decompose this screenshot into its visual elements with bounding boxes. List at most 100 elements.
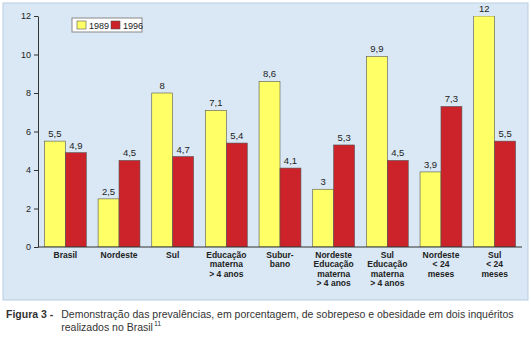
data-labels: 5,5 2,5 8 7,1 8,6 3 9,9 3,9 12 4,9 4,5 4,7 5,4 4,1 5,3… bbox=[48, 3, 511, 197]
y-tick: 6 bbox=[26, 127, 38, 137]
bar bbox=[441, 106, 462, 247]
y-axis-line bbox=[38, 17, 39, 248]
x-tick-label-line: > 4 anos bbox=[370, 278, 405, 288]
y-tick: 8 bbox=[26, 88, 38, 98]
y-tick: 4 bbox=[26, 165, 38, 175]
data-label: 4,7 bbox=[177, 144, 190, 155]
y-tick-label: 4 bbox=[26, 165, 31, 175]
x-tick: Sul bbox=[166, 247, 179, 260]
x-tick-label-line: meses bbox=[481, 269, 508, 279]
legend-label: 1989 bbox=[89, 21, 109, 31]
x-tick: Sul< 24meses bbox=[481, 247, 508, 279]
y-tick: 10 bbox=[21, 50, 38, 60]
y-tick-mark bbox=[34, 170, 38, 171]
x-tick-label-line: bano bbox=[270, 259, 290, 269]
x-tick-label-line: > 4 anos bbox=[317, 278, 352, 288]
chart-root: 5,5 2,5 8 7,1 8,6 3 9,9 3,9 12 4,9 4,5 4,7 5,4 4,1 5,3… bbox=[0, 0, 531, 346]
x-tick-label: Educaçãomaterna> 4 anos bbox=[206, 250, 246, 279]
data-label: 2,5 bbox=[102, 186, 115, 197]
y-tick: 12 bbox=[21, 11, 38, 21]
data-label: 5,4 bbox=[230, 130, 243, 141]
bar bbox=[98, 199, 119, 247]
bar bbox=[152, 93, 173, 247]
x-tick-label-line: Nordeste bbox=[101, 250, 138, 260]
x-tick-label-line: Brasil bbox=[54, 250, 78, 260]
caption-text: Demonstração das prevalências, em porcen… bbox=[61, 308, 516, 333]
bar bbox=[44, 141, 65, 247]
legend-swatch bbox=[111, 21, 120, 29]
caption-title: Figura 3 - bbox=[6, 308, 54, 320]
data-label: 4,5 bbox=[123, 147, 136, 158]
data-label: 3 bbox=[321, 176, 326, 187]
y-tick-label: 2 bbox=[26, 204, 31, 214]
y-tick-label: 8 bbox=[26, 88, 31, 98]
caption-line: Demonstração das prevalências, em porcen… bbox=[61, 308, 516, 320]
y-tick-label: 0 bbox=[26, 242, 31, 252]
x-tick-label-line: Sul bbox=[166, 250, 179, 260]
data-label: 8,6 bbox=[263, 68, 276, 79]
bar bbox=[387, 160, 408, 247]
x-tick: NordesteEducaçãomaterna> 4 anos bbox=[314, 247, 354, 288]
y-tick-label: 6 bbox=[26, 127, 31, 137]
bars bbox=[44, 16, 515, 247]
bar bbox=[65, 153, 86, 247]
data-label: 12 bbox=[479, 3, 490, 14]
x-tick: Brasil bbox=[54, 247, 78, 260]
x-tick: Educaçãomaterna> 4 anos bbox=[206, 247, 246, 279]
bar bbox=[334, 145, 355, 247]
x-axis: BrasilNordesteSulEducaçãomaterna> 4 anos… bbox=[38, 247, 522, 288]
chart-background bbox=[3, 3, 528, 300]
bar bbox=[495, 141, 516, 247]
x-tick-label-line: meses bbox=[428, 269, 455, 279]
data-label: 4,1 bbox=[284, 155, 297, 166]
y-tick-mark bbox=[34, 93, 38, 94]
x-tick-label: Subur-bano bbox=[266, 250, 294, 269]
data-label: 7,3 bbox=[445, 93, 458, 104]
y-tick-label: 12 bbox=[21, 11, 31, 21]
data-label: 5,3 bbox=[338, 132, 351, 143]
data-label: 5,5 bbox=[48, 128, 61, 139]
bar bbox=[173, 157, 194, 247]
legend: 1989 1996 bbox=[72, 18, 143, 32]
bar bbox=[226, 143, 247, 247]
x-tick-label: NordesteEducaçãomaterna> 4 anos bbox=[314, 250, 354, 288]
bar bbox=[280, 168, 301, 247]
legend-swatch bbox=[77, 21, 86, 29]
bar bbox=[366, 56, 387, 247]
y-tick-mark bbox=[34, 247, 38, 248]
bar bbox=[420, 172, 441, 247]
x-tick-label: Sul bbox=[166, 250, 179, 260]
x-tick-label: Brasil bbox=[54, 250, 78, 260]
data-label: 3,9 bbox=[424, 159, 437, 170]
x-tick-label: Nordeste< 24meses bbox=[423, 250, 460, 279]
y-tick: 2 bbox=[26, 204, 38, 214]
data-label: 5,5 bbox=[498, 128, 511, 139]
y-tick: 0 bbox=[26, 242, 38, 252]
data-label: 9,9 bbox=[370, 43, 383, 54]
bar bbox=[119, 160, 140, 247]
legend-label: 1996 bbox=[123, 21, 143, 31]
data-label: 8 bbox=[160, 80, 165, 91]
caption-footnote-ref: 11 bbox=[154, 320, 161, 327]
x-axis-line bbox=[38, 247, 522, 248]
x-tick: Nordeste< 24meses bbox=[423, 247, 460, 279]
x-tick: Nordeste bbox=[101, 247, 138, 260]
bar bbox=[313, 189, 334, 247]
data-label: 4,5 bbox=[391, 147, 404, 158]
data-label: 4,9 bbox=[69, 140, 82, 151]
y-tick-mark bbox=[34, 55, 38, 56]
caption-line: realizados no Brasil bbox=[61, 321, 153, 333]
x-tick-label: SulEducaçãomaterna> 4 anos bbox=[367, 250, 407, 288]
x-tick: SulEducaçãomaterna> 4 anos bbox=[367, 247, 407, 288]
y-axis: 0 2 4 6 8 10 12 bbox=[21, 11, 39, 252]
bar bbox=[259, 81, 280, 247]
x-tick-label: Nordeste bbox=[101, 250, 138, 260]
bar bbox=[205, 110, 226, 247]
y-tick-mark bbox=[34, 16, 38, 17]
y-tick-mark bbox=[34, 132, 38, 133]
y-tick-mark bbox=[34, 209, 38, 210]
data-label: 7,1 bbox=[209, 97, 222, 108]
x-tick-label: Sul< 24meses bbox=[481, 250, 508, 279]
x-tick: Subur-bano bbox=[266, 247, 294, 269]
bar bbox=[474, 16, 495, 247]
